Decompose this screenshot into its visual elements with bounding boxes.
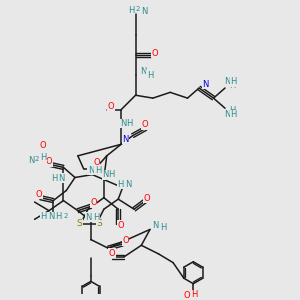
Text: S: S — [76, 219, 82, 228]
Text: N: N — [140, 67, 147, 76]
Text: N: N — [85, 213, 92, 222]
Text: N: N — [141, 7, 147, 16]
Text: O: O — [122, 236, 129, 245]
Text: H: H — [117, 180, 124, 189]
Text: O: O — [184, 291, 190, 300]
Text: H: H — [230, 110, 237, 119]
Text: H: H — [108, 170, 114, 179]
Text: O: O — [118, 220, 124, 230]
Text: H: H — [191, 290, 197, 299]
Text: O: O — [144, 194, 150, 203]
Text: H: H — [128, 6, 134, 15]
Text: N: N — [102, 170, 109, 179]
Text: H: H — [147, 70, 153, 80]
Text: H: H — [55, 212, 62, 221]
Text: N: N — [202, 80, 208, 89]
Text: H: H — [95, 166, 101, 175]
Text: O: O — [46, 157, 52, 166]
Text: N: N — [58, 174, 64, 183]
Text: O: O — [40, 141, 46, 150]
Text: O: O — [151, 49, 158, 58]
Text: S: S — [97, 219, 102, 228]
Text: N: N — [28, 156, 34, 165]
Text: N: N — [48, 212, 54, 221]
Text: N: N — [120, 119, 127, 128]
Text: O: O — [142, 120, 148, 129]
Text: N: N — [224, 77, 230, 86]
Text: H: H — [230, 77, 237, 86]
Text: H: H — [160, 224, 166, 232]
Text: N: N — [224, 110, 230, 119]
Text: H: H — [52, 174, 58, 183]
Text: O: O — [90, 198, 97, 207]
Text: H: H — [40, 153, 46, 162]
Text: N: N — [153, 220, 159, 230]
Text: 2: 2 — [35, 156, 39, 162]
Text: H: H — [229, 106, 236, 115]
Text: H: H — [40, 212, 46, 221]
Text: N: N — [88, 166, 94, 175]
Text: H: H — [126, 119, 132, 128]
Text: O: O — [36, 190, 42, 199]
Text: O: O — [93, 158, 100, 167]
Text: H: H — [93, 213, 100, 222]
Text: 2: 2 — [63, 213, 68, 219]
Text: O: O — [108, 102, 114, 111]
Text: N: N — [125, 180, 131, 189]
Text: H: H — [229, 81, 236, 90]
Text: 2: 2 — [136, 6, 140, 12]
Text: N: N — [122, 135, 129, 144]
Text: O: O — [109, 249, 115, 258]
